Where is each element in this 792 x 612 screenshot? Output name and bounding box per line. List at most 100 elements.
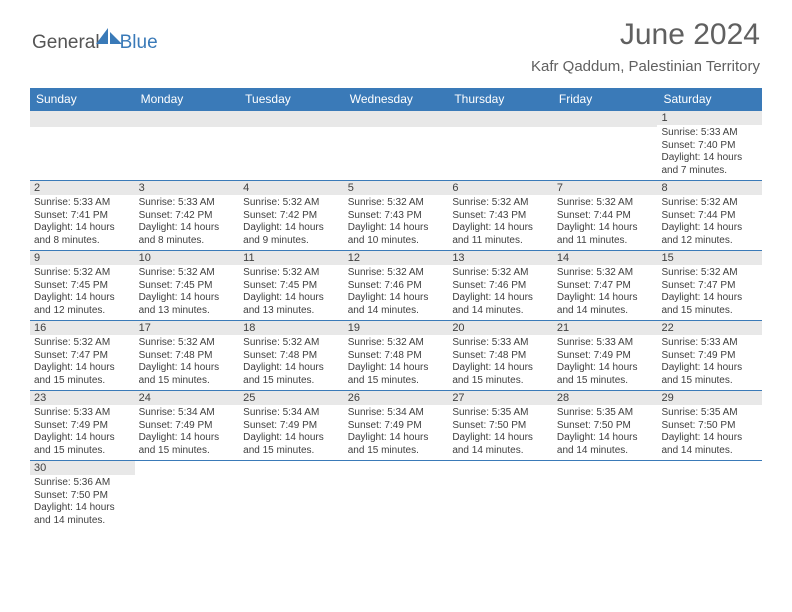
day-cell: 16Sunrise: 5:32 AMSunset: 7:47 PMDayligh… (30, 321, 135, 390)
day-number: 4 (239, 181, 344, 195)
weekday-header: Friday (553, 88, 658, 111)
weekday-header-row: SundayMondayTuesdayWednesdayThursdayFrid… (30, 88, 762, 111)
day-info: Sunrise: 5:32 AMSunset: 7:44 PMDaylight:… (557, 197, 654, 247)
day-number: 25 (239, 391, 344, 405)
calendar-page: General Blue June 2024 Kafr Qaddum, Pale… (0, 0, 792, 560)
day-cell: 12Sunrise: 5:32 AMSunset: 7:46 PMDayligh… (344, 251, 449, 320)
day-number: 7 (553, 181, 658, 195)
sunset-text: Sunset: 7:49 PM (348, 420, 445, 433)
weekday-header: Thursday (448, 88, 553, 111)
day-cell (30, 111, 135, 180)
day-info: Sunrise: 5:36 AMSunset: 7:50 PMDaylight:… (34, 477, 131, 527)
sunrise-text: Sunrise: 5:32 AM (34, 267, 131, 280)
daylight-text: Daylight: 14 hours and 15 minutes. (243, 432, 340, 457)
empty-day-bar (553, 111, 658, 127)
month-title: June 2024 (620, 18, 760, 52)
sunrise-text: Sunrise: 5:32 AM (139, 337, 236, 350)
sunrise-text: Sunrise: 5:32 AM (243, 197, 340, 210)
week-row: 9 Sunrise: 5:32 AMSunset: 7:45 PMDaylight… (30, 251, 762, 321)
day-cell: 25 Sunrise: 5:34 AMSunset: 7:49 PMDayligh… (239, 391, 344, 460)
day-info: Sunrise: 5:34 AMSunset: 7:49 PMDaylight:… (243, 407, 340, 457)
sunset-text: Sunset: 7:49 PM (34, 420, 131, 433)
day-number: 2 (30, 181, 135, 195)
day-info: Sunrise: 5:32 AMSunset: 7:42 PMDaylight:… (243, 197, 340, 247)
sunrise-text: Sunrise: 5:33 AM (452, 337, 549, 350)
daylight-text: Daylight: 14 hours and 14 minutes. (661, 432, 758, 457)
week-row: 30Sunrise: 5:36 AMSunset: 7:50 PMDayligh… (30, 461, 762, 530)
sunrise-text: Sunrise: 5:32 AM (452, 267, 549, 280)
sunset-text: Sunset: 7:50 PM (661, 420, 758, 433)
day-cell: 21Sunrise: 5:33 AMSunset: 7:49 PMDayligh… (553, 321, 658, 390)
sunrise-text: Sunrise: 5:32 AM (34, 337, 131, 350)
sunset-text: Sunset: 7:47 PM (661, 280, 758, 293)
day-cell: 10Sunrise: 5:32 AMSunset: 7:45 PMDayligh… (135, 251, 240, 320)
day-info: Sunrise: 5:32 AMSunset: 7:48 PMDaylight:… (243, 337, 340, 387)
daylight-text: Daylight: 14 hours and 15 minutes. (34, 362, 131, 387)
sunset-text: Sunset: 7:48 PM (452, 350, 549, 363)
day-cell: 17Sunrise: 5:32 AMSunset: 7:48 PMDayligh… (135, 321, 240, 390)
day-number: 28 (553, 391, 658, 405)
sunrise-text: Sunrise: 5:36 AM (34, 477, 131, 490)
daylight-text: Daylight: 14 hours and 15 minutes. (661, 362, 758, 387)
day-cell: 9 Sunrise: 5:32 AMSunset: 7:45 PMDaylight… (30, 251, 135, 320)
day-info: Sunrise: 5:32 AMSunset: 7:45 PMDaylight:… (243, 267, 340, 317)
sunset-text: Sunset: 7:50 PM (557, 420, 654, 433)
day-cell: 8Sunrise: 5:32 AMSunset: 7:44 PMDaylight… (657, 181, 762, 250)
sunset-text: Sunset: 7:49 PM (243, 420, 340, 433)
day-info: Sunrise: 5:35 AMSunset: 7:50 PMDaylight:… (557, 407, 654, 457)
day-number: 19 (344, 321, 449, 335)
day-number: 9 (30, 251, 135, 265)
day-cell: 22Sunrise: 5:33 AMSunset: 7:49 PMDayligh… (657, 321, 762, 390)
sunrise-text: Sunrise: 5:33 AM (34, 197, 131, 210)
day-cell (239, 461, 344, 530)
day-number: 11 (239, 251, 344, 265)
day-info: Sunrise: 5:33 AMSunset: 7:49 PMDaylight:… (661, 337, 758, 387)
day-number: 3 (135, 181, 240, 195)
sunrise-text: Sunrise: 5:35 AM (452, 407, 549, 420)
day-cell: 18 Sunrise: 5:32 AMSunset: 7:48 PMDayligh… (239, 321, 344, 390)
sunrise-text: Sunrise: 5:34 AM (348, 407, 445, 420)
day-info: Sunrise: 5:34 AMSunset: 7:49 PMDaylight:… (348, 407, 445, 457)
sunrise-text: Sunrise: 5:35 AM (661, 407, 758, 420)
daylight-text: Daylight: 14 hours and 14 minutes. (452, 432, 549, 457)
sunset-text: Sunset: 7:41 PM (34, 210, 131, 223)
week-row: 2 Sunrise: 5:33 AMSunset: 7:41 PM Daylight… (30, 181, 762, 251)
sunset-text: Sunset: 7:48 PM (348, 350, 445, 363)
day-cell: 26Sunrise: 5:34 AMSunset: 7:49 PMDayligh… (344, 391, 449, 460)
sunrise-text: Sunrise: 5:33 AM (34, 407, 131, 420)
daylight-text: Daylight: 14 hours and 11 minutes. (557, 222, 654, 247)
day-info: Sunrise: 5:32 AMSunset: 7:43 PMDaylight:… (348, 197, 445, 247)
empty-day-bar (239, 111, 344, 127)
weekday-header: Wednesday (344, 88, 449, 111)
day-info: Sunrise: 5:33 AMSunset: 7:49 PMDaylight:… (34, 407, 131, 457)
day-cell: 30Sunrise: 5:36 AMSunset: 7:50 PMDayligh… (30, 461, 135, 530)
daylight-text: Daylight: 14 hours and 12 minutes. (661, 222, 758, 247)
day-info: Sunrise: 5:33 AMSunset: 7:49 PMDaylight:… (557, 337, 654, 387)
sunrise-text: Sunrise: 5:34 AM (243, 407, 340, 420)
sunset-text: Sunset: 7:46 PM (452, 280, 549, 293)
day-cell: 23Sunrise: 5:33 AMSunset: 7:49 PMDayligh… (30, 391, 135, 460)
logo: General Blue (32, 32, 158, 54)
day-info: Sunrise: 5:33 AMSunset: 7:48 PMDaylight:… (452, 337, 549, 387)
sunrise-text: Sunrise: 5:32 AM (139, 267, 236, 280)
day-info: Sunrise: 5:32 AMSunset: 7:45 PMDaylight:… (34, 267, 131, 317)
sunset-text: Sunset: 7:47 PM (557, 280, 654, 293)
day-cell: 5Sunrise: 5:32 AMSunset: 7:43 PMDaylight… (344, 181, 449, 250)
daylight-text: Daylight: 14 hours and 15 minutes. (661, 292, 758, 317)
sunrise-text: Sunrise: 5:35 AM (557, 407, 654, 420)
sunrise-text: Sunrise: 5:32 AM (243, 337, 340, 350)
day-info: Sunrise: 5:33 AMSunset: 7:42 PMDaylight:… (139, 197, 236, 247)
sunset-text: Sunset: 7:47 PM (34, 350, 131, 363)
daylight-text: Daylight: 14 hours and 14 minutes. (557, 432, 654, 457)
sunrise-text: Sunrise: 5:34 AM (139, 407, 236, 420)
daylight-text: Daylight: 14 hours and 9 minutes. (243, 222, 340, 247)
daylight-text: Daylight: 14 hours and 15 minutes. (139, 432, 236, 457)
day-info: Sunrise: 5:34 AMSunset: 7:49 PMDaylight:… (139, 407, 236, 457)
day-info: Sunrise: 5:32 AMSunset: 7:47 PMDaylight:… (661, 267, 758, 317)
day-number: 18 (239, 321, 344, 335)
empty-day-bar (344, 111, 449, 127)
day-number: 29 (657, 391, 762, 405)
sunrise-text: Sunrise: 5:32 AM (557, 197, 654, 210)
daylight-text: Daylight: 14 hours and 7 minutes. (661, 152, 758, 177)
daylight-text: Daylight: 14 hours and 15 minutes. (452, 362, 549, 387)
